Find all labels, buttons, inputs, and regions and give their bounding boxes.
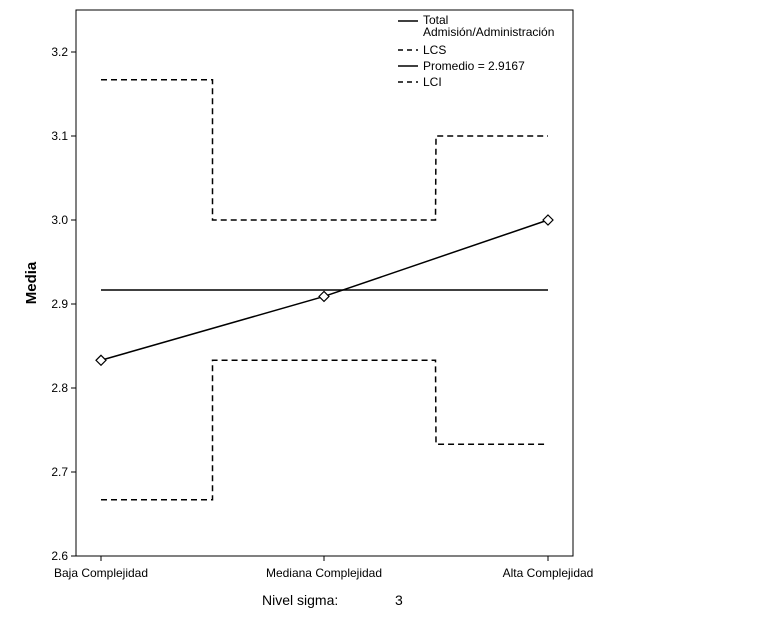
legend-label: Admisión/Administración [423, 25, 554, 39]
x-axis: Baja Complejidad Mediana Complejidad Alta … [54, 556, 593, 580]
data-point-marker [542, 214, 554, 226]
x-tick-label: Alta Complejidad [503, 566, 594, 580]
y-axis: 2.6 2.7 2.8 2.9 3.0 3.1 3.2 [51, 45, 76, 563]
sigma-value: 3 [395, 592, 403, 608]
y-tick-label: 2.8 [51, 381, 68, 395]
x-tick-label: Baja Complejidad [54, 566, 148, 580]
series-line-lci [101, 359, 548, 501]
legend-label: Total [423, 13, 448, 27]
x-tick-label: Mediana Complejidad [266, 566, 382, 580]
legend-label: LCI [423, 75, 442, 89]
legend-label: Promedio = 2.9167 [423, 59, 525, 73]
plot-frame [75, 9, 574, 557]
y-tick-label: 3.2 [51, 45, 68, 59]
series-layer [95, 78, 554, 501]
data-point-marker [95, 354, 107, 367]
y-tick-label: 2.7 [51, 465, 68, 479]
y-tick-label: 2.9 [51, 297, 68, 311]
y-axis-label: Media [23, 261, 40, 304]
series-line-lcs [101, 78, 548, 221]
sigma-label: Nivel sigma: [262, 592, 339, 608]
legend-label: LCS [423, 43, 446, 57]
y-tick-label: 3.1 [51, 129, 68, 143]
y-tick-label: 2.6 [51, 549, 68, 563]
y-tick-label: 3.0 [51, 213, 68, 227]
data-point-marker [318, 290, 330, 303]
